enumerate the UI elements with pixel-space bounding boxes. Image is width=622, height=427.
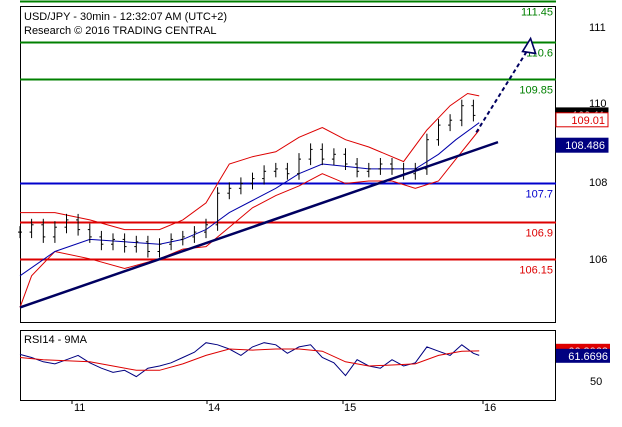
y-tick-110: 110 bbox=[589, 98, 607, 110]
level-label-106.15: 106.15 bbox=[519, 265, 553, 277]
x-tick-16: 16 bbox=[484, 402, 496, 414]
price-box-label-109.01: 109.01 bbox=[571, 115, 605, 127]
indicator-lines bbox=[19, 92, 480, 308]
line-bollinger-lower bbox=[19, 129, 480, 308]
trendline bbox=[19, 140, 499, 309]
forecast-arrow-line bbox=[475, 47, 530, 133]
chart-header-copyright: Research © 2016 TRADING CENTRAL bbox=[24, 25, 217, 37]
price-box-label-108.486: 108.486 bbox=[565, 140, 605, 152]
rsi-lines: 66.306361.6696 bbox=[19, 342, 610, 378]
x-tick-15: 15 bbox=[344, 402, 356, 414]
line-bollinger-upper bbox=[20, 92, 480, 231]
rsi-panel-frame bbox=[20, 330, 556, 401]
x-tick-14: 14 bbox=[208, 402, 220, 414]
rsi-line-rsi14 bbox=[19, 342, 480, 378]
candlesticks bbox=[18, 99, 476, 258]
level-label-107.7: 107.7 bbox=[525, 189, 553, 201]
price-box-109.01 bbox=[555, 112, 609, 128]
x-tick-marks bbox=[71, 400, 484, 404]
rsi-panel-title: RSI14 - 9MA bbox=[24, 334, 88, 346]
rsi-y-tick-50: 50 bbox=[590, 376, 602, 388]
rsi-box-61.6696 bbox=[556, 348, 610, 363]
y-tick-108: 108 bbox=[589, 177, 607, 189]
price-box-108.486 bbox=[555, 137, 609, 153]
level-label-111.45: 111.45 bbox=[521, 7, 553, 19]
level-label-106.9: 106.9 bbox=[525, 228, 553, 240]
chart-header-title: USD/JPY - 30min - 12:32:07 AM (UTC+2) bbox=[24, 11, 227, 23]
x-tick-11: 11 bbox=[74, 402, 85, 414]
forecast-arrow-head bbox=[521, 36, 537, 55]
rsi-box-label-61.6696: 61.6696 bbox=[568, 351, 608, 363]
trendline-layer bbox=[19, 36, 537, 309]
level-label-109.85: 109.85 bbox=[519, 85, 553, 97]
price-panel-frame bbox=[20, 6, 556, 323]
line-moving-average bbox=[19, 122, 480, 277]
rsi-line-9ma bbox=[19, 348, 480, 371]
y-tick-111: 111 bbox=[589, 22, 606, 34]
y-tick-106: 106 bbox=[589, 254, 607, 266]
